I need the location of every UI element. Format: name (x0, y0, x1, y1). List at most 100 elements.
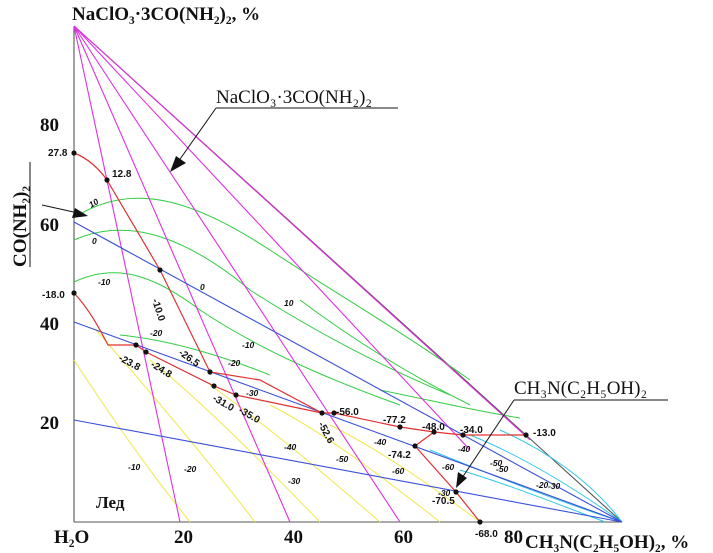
left-arrow-leader (41, 204, 79, 214)
point-label: -10.0 (149, 298, 167, 323)
isotherm-label: -50 (496, 464, 509, 474)
magenta-ray (73, 25, 401, 523)
isotherm-label: -30 (288, 476, 301, 486)
point-marker (143, 349, 149, 355)
magenta-ray (73, 25, 531, 441)
y-tick-label: 60 (40, 215, 59, 236)
point-marker (71, 290, 77, 296)
isotherm-labels: 10 0 -10 0 10 -20 -10 -20 -30 -40 -50 -6… (87, 196, 561, 498)
isotherm-label: 10 (284, 298, 294, 308)
point-label: -31.0 (211, 393, 237, 414)
point-marker (104, 177, 110, 183)
red-boundaries (73, 152, 526, 523)
green-isotherm (73, 229, 451, 396)
x-tick-label: 20 (174, 527, 193, 548)
isotherm-label: -20 (184, 464, 197, 474)
yellow-isotherm (209, 384, 381, 523)
water-vertex-label: H₂O (54, 527, 89, 548)
x-tick-label: 40 (284, 527, 303, 548)
isotherm-label: -30 (548, 481, 561, 491)
point-marker (157, 267, 163, 273)
isotherm-label: -60 (392, 466, 405, 476)
point-label: -26.5 (176, 347, 201, 369)
callout-top-label: NaClO₃·3CO(NH₂)₂ (216, 87, 372, 108)
isotherm-label: -20 (228, 358, 241, 368)
magenta-rays (73, 25, 531, 523)
isotherm-label: -40 (458, 444, 471, 454)
blue-ray (73, 221, 623, 523)
x-tick-label: 80 (504, 527, 523, 548)
isotherm-label: -30 (438, 488, 451, 498)
x-tick-label: 60 (394, 527, 413, 548)
point-label: -74.2 (388, 450, 411, 461)
isotherm-label: 10 (87, 196, 100, 210)
top-vertex-label: NaClO₃·3CO(NH₂)₂, % (72, 4, 260, 25)
callout-bottom-arrowhead (456, 472, 467, 488)
red-boundary (73, 152, 108, 181)
isotherm-label: -30 (246, 388, 259, 398)
point-label: -77.2 (383, 415, 406, 426)
magenta-ray (73, 25, 471, 451)
point-label: -34.0 (460, 425, 483, 436)
green-isotherm (119, 334, 271, 376)
left-axis-label: CO(NH₂)₂ (10, 186, 31, 267)
cyan-isotherm (499, 429, 623, 523)
point-label: -35.0 (237, 405, 263, 426)
yellow-isotherms (73, 329, 481, 523)
point-marker (460, 432, 466, 438)
isotherm-label: -10 (128, 462, 141, 472)
ice-region-label: Лед (96, 493, 125, 512)
point-label: -48.0 (422, 422, 445, 433)
y-tick-label: 80 (40, 115, 59, 136)
left-arrow-arrowhead (72, 208, 88, 218)
isotherm-label: 0 (92, 236, 97, 246)
point-marker (233, 392, 239, 398)
point-marker (133, 342, 139, 348)
blue-ray (73, 419, 623, 523)
callout-bottom-leader (461, 399, 515, 479)
point-marker (431, 429, 437, 435)
isotherm-label: -40 (284, 442, 297, 452)
yellow-isotherm (269, 404, 441, 523)
point-label: -23.8 (117, 353, 143, 374)
point-label: 27.8 (48, 148, 68, 159)
green-isotherm (299, 299, 471, 406)
isotherm-label: -50 (336, 454, 349, 464)
point-marker (71, 150, 77, 156)
point-marker (523, 432, 529, 438)
yellow-isotherm (329, 424, 481, 523)
phase-points (71, 150, 529, 525)
isotherm-label: -10 (98, 277, 111, 287)
y-tick-label: 40 (40, 314, 59, 335)
point-marker (211, 383, 217, 389)
point-marker (453, 489, 459, 495)
callout-top-leader (177, 107, 217, 163)
point-marker (477, 519, 483, 525)
yellow-isotherm (149, 359, 321, 523)
callout-top-arrowhead (170, 156, 186, 172)
point-label: -24.8 (148, 359, 174, 381)
y-ticks: 20 40 60 80 (40, 115, 59, 434)
cyan-isotherm (429, 449, 623, 523)
point-label: -13.0 (533, 428, 556, 439)
green-isotherm (73, 272, 401, 406)
point-label: -70.5 (432, 496, 455, 507)
red-boundary (414, 431, 481, 523)
point-marker (397, 424, 403, 430)
red-boundary (106, 179, 526, 436)
isotherm-label: -40 (374, 437, 387, 447)
green-isotherms (73, 197, 521, 419)
isotherm-label: -50 (490, 458, 503, 468)
red-boundary (73, 292, 323, 414)
isotherm-label: 0 (200, 282, 205, 292)
magenta-ray (73, 25, 291, 523)
isotherm-label: -10 (242, 340, 255, 350)
point-label: -56.0 (336, 407, 359, 418)
right-vertex-label: CH₃N(C₂H₅OH)₂, % (525, 532, 689, 553)
yellow-isotherm (95, 329, 256, 523)
point-label: 12.8 (112, 169, 132, 180)
x-ticks: 20 40 60 80 (174, 527, 523, 548)
blue-ray (73, 321, 623, 523)
isotherm-label: -20 (536, 480, 549, 490)
